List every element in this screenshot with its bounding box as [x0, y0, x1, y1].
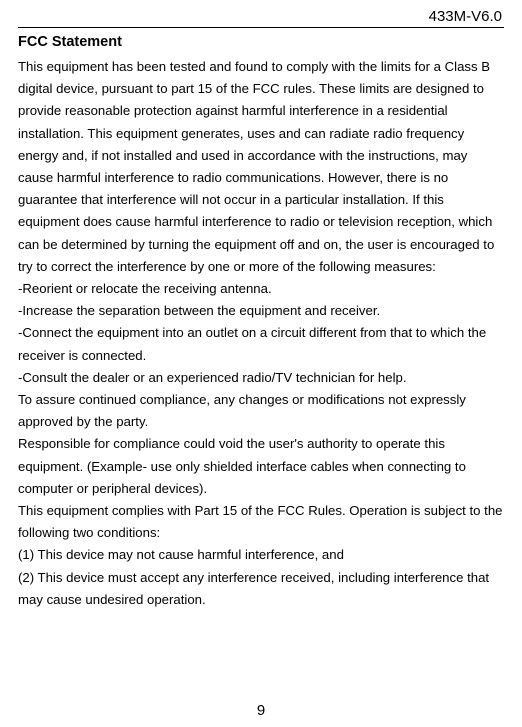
document-id: 433M-V6.0 — [18, 8, 504, 25]
section-title: FCC Statement — [18, 34, 504, 50]
page-number: 9 — [0, 702, 522, 719]
header-divider — [18, 27, 504, 28]
body-text: This equipment has been tested and found… — [18, 56, 504, 611]
document-page: 433M-V6.0 FCC Statement This equipment h… — [0, 0, 522, 727]
